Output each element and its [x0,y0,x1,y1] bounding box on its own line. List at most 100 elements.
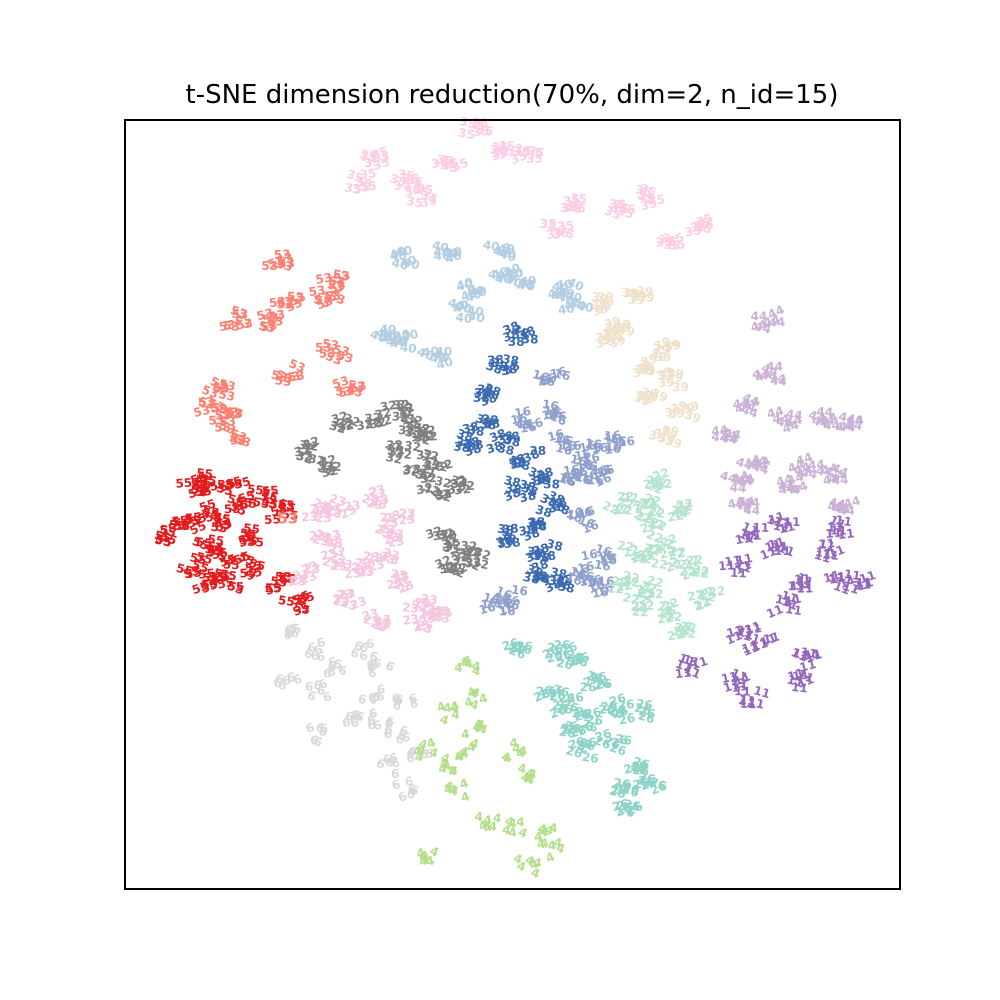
point-label-40: 40 [466,282,484,298]
point-label-44: 44 [826,467,847,486]
point-label-40: 40 [435,345,452,359]
point-label-44: 44 [774,471,794,489]
point-label-4: 4 [421,851,430,865]
point-label-11: 11 [739,697,756,712]
point-label-53: 53 [321,336,340,352]
point-label-6: 6 [319,721,328,735]
point-label-55: 55 [236,528,257,548]
point-label-32: 32 [296,437,317,456]
point-label-55: 55 [206,543,225,559]
point-label-53: 53 [287,289,308,309]
point-label-55: 55 [201,576,219,591]
point-label-39: 39 [639,351,660,370]
point-label-44: 44 [818,413,835,427]
point-label-55: 55 [225,578,246,597]
point-label-44: 44 [729,480,747,495]
point-label-32: 32 [318,452,337,469]
point-label-44: 44 [828,495,847,512]
point-label-23: 23 [381,529,402,548]
point-label-40: 40 [390,249,407,263]
point-label-40: 40 [459,285,479,304]
point-label-38: 38 [488,426,509,445]
point-label-44: 44 [718,424,739,443]
point-label-55: 55 [175,476,193,491]
point-label-16: 16 [593,462,614,481]
point-label-35: 35 [491,145,509,160]
point-label-55: 55 [210,545,229,562]
point-label-16: 16 [556,470,576,489]
point-label-35: 35 [636,188,657,208]
point-label-44: 44 [783,412,804,431]
point-label-40: 40 [388,334,408,352]
point-label-44: 44 [785,407,803,423]
point-label-40: 40 [446,296,466,314]
point-label-23: 23 [371,491,391,509]
point-label-40: 40 [443,248,463,266]
point-label-55: 55 [189,469,210,488]
point-label-39: 39 [663,403,682,420]
point-label-16: 16 [525,415,545,434]
point-label-39: 39 [667,367,684,381]
point-label-35: 35 [540,216,557,230]
point-label-16: 16 [564,569,585,588]
point-label-23: 23 [319,546,339,564]
point-label-44: 44 [732,471,752,489]
point-label-53: 53 [210,401,227,416]
point-label-16: 16 [598,575,615,589]
point-label-53: 53 [348,378,367,395]
point-label-16: 16 [545,406,563,422]
point-label-44: 44 [749,317,769,335]
point-label-55: 55 [194,549,214,567]
point-label-23: 23 [428,604,447,621]
point-label-53: 53 [319,346,336,360]
point-label-53: 53 [213,382,230,396]
point-label-35: 35 [512,144,531,160]
point-label-55: 55 [190,534,211,553]
point-label-16: 16 [587,473,604,488]
point-label-38: 38 [497,528,518,547]
point-label-6: 6 [313,678,322,692]
point-label-23: 23 [392,577,412,595]
point-label-32: 32 [431,484,451,502]
point-label-53: 53 [219,414,237,429]
point-label-38: 38 [463,441,483,459]
point-label-32: 32 [450,473,469,490]
point-label-38: 38 [455,426,475,445]
point-label-40: 40 [435,354,455,372]
point-label-6: 6 [275,672,284,686]
point-label-32: 32 [441,561,459,576]
point-label-35: 35 [525,145,544,162]
point-label-40: 40 [576,299,595,315]
point-label-32: 32 [446,561,463,576]
point-label-23: 23 [311,495,332,514]
point-label-38: 38 [504,481,522,497]
point-label-11: 11 [718,558,736,573]
point-label-35: 35 [352,180,371,197]
point-label-53: 53 [326,277,346,295]
point-label-40: 40 [502,261,523,280]
point-label-32: 32 [421,453,441,471]
point-label-40: 40 [379,322,396,337]
point-label-16: 16 [496,593,513,608]
point-label-39: 39 [607,332,627,351]
point-label-39: 39 [636,357,656,375]
point-label-53: 53 [200,382,221,401]
point-label-32: 32 [421,479,442,499]
point-label-35: 35 [361,149,378,163]
point-label-32: 32 [395,446,413,462]
point-label-44: 44 [838,419,856,434]
point-label-44: 44 [823,418,840,432]
point-label-35: 35 [655,235,672,250]
point-label-39: 39 [605,331,625,349]
point-label-16: 16 [609,431,628,448]
point-label-39: 39 [657,364,677,383]
point-label-16: 16 [595,580,616,600]
point-label-53: 53 [214,408,231,422]
point-label-16: 16 [576,559,595,576]
point-label-32: 32 [355,417,374,433]
point-label-23: 23 [425,601,445,619]
point-label-32: 32 [395,397,415,415]
point-label-38: 38 [501,319,522,338]
point-label-53: 53 [231,307,249,322]
